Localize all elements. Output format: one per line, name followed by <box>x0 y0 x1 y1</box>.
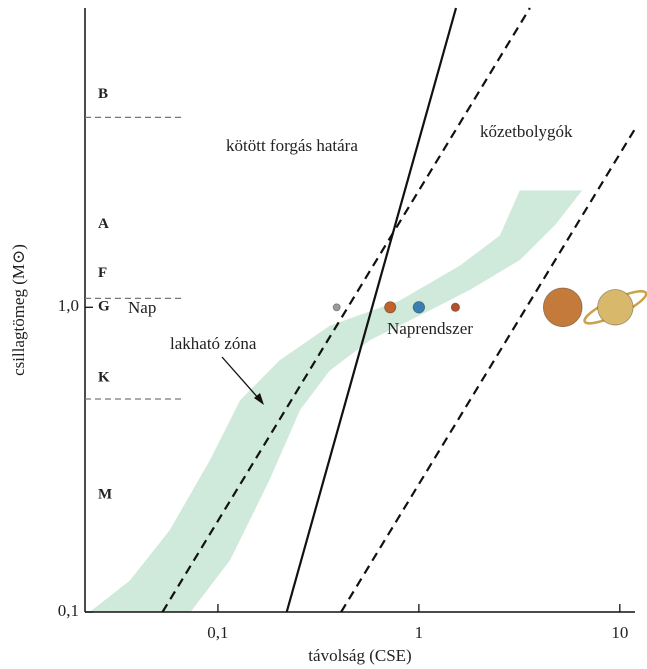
arrow <box>221 356 261 401</box>
series-line <box>161 7 531 613</box>
annotation: lakható zóna <box>170 334 257 353</box>
star-class: K <box>98 370 110 386</box>
planet <box>597 289 634 326</box>
annotation: Naprendszer <box>387 319 473 338</box>
series-line <box>285 7 458 613</box>
x-axis-label: távolság (CSE) <box>308 646 411 665</box>
planet <box>542 287 583 328</box>
y-axis-label: csillagtömeg (M⊙) <box>9 244 28 376</box>
planet <box>384 301 397 314</box>
planet <box>450 302 461 312</box>
series-line <box>340 128 636 613</box>
star-class: F <box>98 265 107 281</box>
annotation: kőzetbolygók <box>480 122 573 141</box>
star-class: A <box>98 216 109 232</box>
star-class: G <box>98 299 110 315</box>
x-tick-label: 1 <box>415 623 424 642</box>
habitable-zone <box>89 190 583 612</box>
annotation: Nap <box>128 298 156 317</box>
arrow-head <box>254 393 264 405</box>
x-tick-label: 10 <box>611 623 628 642</box>
y-tick-label: 0,1 <box>58 601 79 620</box>
y-tick-label: 1,0 <box>58 296 79 315</box>
star-class: B <box>98 86 108 102</box>
star-class: M <box>98 486 112 502</box>
x-tick-label: 0,1 <box>207 623 228 642</box>
planet <box>332 303 341 312</box>
planet <box>412 301 426 314</box>
annotation: kötött forgás határa <box>226 136 358 155</box>
